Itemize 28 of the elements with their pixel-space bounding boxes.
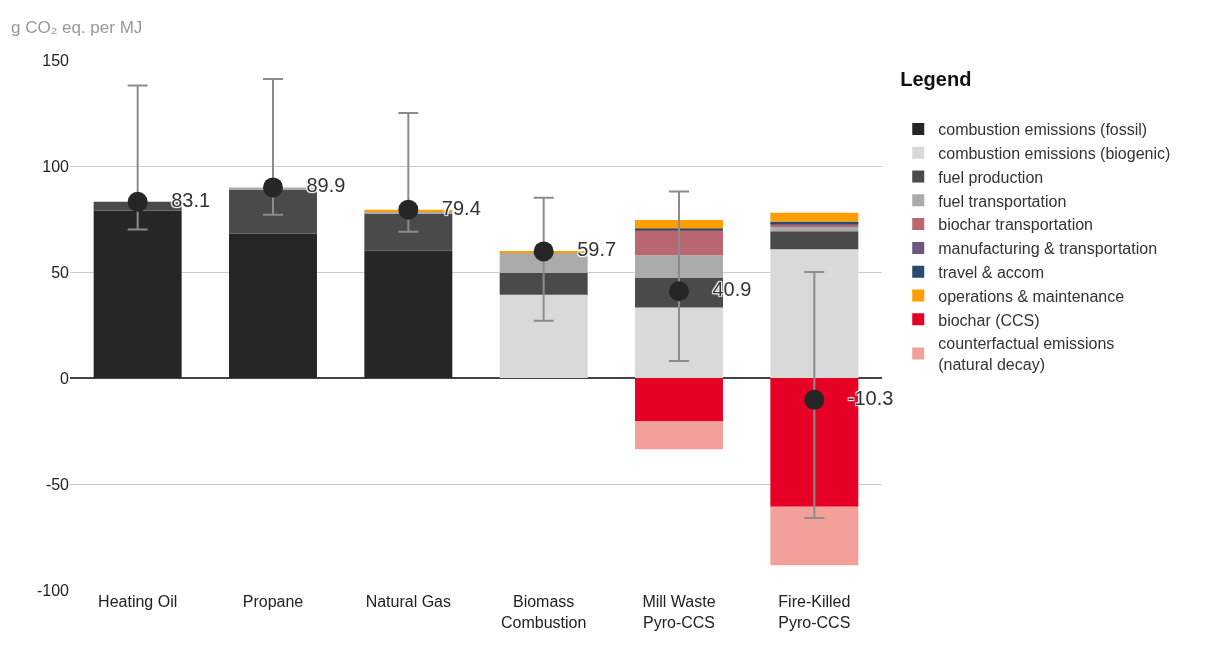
- legend-label: manufacturing & transportation: [938, 240, 1158, 258]
- data-label: 59.7: [557, 238, 617, 261]
- legend-label: counterfactual emissions (natural decay): [938, 335, 1115, 374]
- legend-label: fuel transportation: [938, 192, 1067, 210]
- data-label: 89.9: [286, 174, 346, 197]
- y-tick-label: -100: [36, 581, 70, 599]
- legend-label: combustion emissions (biogenic): [938, 144, 1171, 162]
- y-axis-title: g CO₂ eq. per MJ: [11, 18, 143, 37]
- y-tick-label: 50: [51, 263, 70, 281]
- x-tick-label: Natural Gas: [365, 593, 452, 610]
- y-tick-label: 150: [42, 51, 70, 69]
- data-label: 79.4: [421, 196, 481, 219]
- legend-label: travel & accom: [938, 263, 1045, 281]
- data-label: 83.1: [151, 188, 211, 211]
- y-tick-label: 0: [60, 369, 70, 387]
- legend-label: combustion emissions (fossil): [938, 121, 1148, 139]
- x-tick-label: Heating Oil: [98, 593, 178, 610]
- y-tick-label: 100: [42, 157, 70, 175]
- legend-label: operations & maintenance: [938, 287, 1125, 305]
- legend-label: biochar (CCS): [938, 311, 1040, 329]
- legend-title: Legend: [900, 68, 972, 90]
- x-tick-label: Mill Waste Pyro-CCS: [642, 593, 716, 631]
- y-tick-label: -50: [45, 475, 70, 493]
- legend-label: fuel production: [938, 168, 1044, 186]
- x-tick-label: Fire-Killed Pyro-CCS: [778, 593, 851, 631]
- x-tick-label: Propane: [242, 593, 304, 610]
- x-tick-label: Biomass Combustion: [500, 593, 587, 631]
- legend-label: biochar transportation: [938, 216, 1094, 234]
